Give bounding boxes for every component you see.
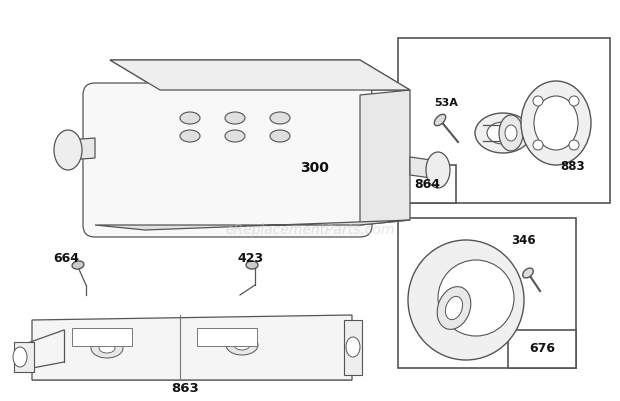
Ellipse shape [72,261,84,269]
Ellipse shape [54,130,82,170]
Polygon shape [68,138,95,160]
Ellipse shape [523,268,533,278]
Polygon shape [32,315,352,380]
Ellipse shape [13,347,27,367]
Polygon shape [360,90,410,225]
Text: 676: 676 [529,342,555,356]
Text: 300: 300 [301,161,329,175]
Polygon shape [95,220,410,230]
Ellipse shape [225,112,245,124]
Ellipse shape [226,335,258,355]
Bar [14,342,34,372]
Bar [508,330,576,368]
Ellipse shape [569,140,579,150]
Bar [72,328,132,346]
Ellipse shape [234,340,250,350]
Ellipse shape [521,81,591,165]
Ellipse shape [475,113,531,153]
Bar [197,328,257,346]
Ellipse shape [437,287,471,329]
Ellipse shape [99,343,115,353]
Ellipse shape [534,96,578,150]
Ellipse shape [270,130,290,142]
Ellipse shape [533,96,543,106]
Ellipse shape [533,140,543,150]
Ellipse shape [499,115,523,151]
FancyBboxPatch shape [83,83,372,237]
Ellipse shape [180,130,200,142]
Bar [398,218,576,368]
Text: 664: 664 [53,251,79,265]
Ellipse shape [487,122,519,144]
Ellipse shape [246,261,258,269]
Bar [398,165,456,203]
Ellipse shape [91,338,123,358]
Bar [398,38,610,203]
Text: 423: 423 [237,251,263,265]
Text: 53A: 53A [434,98,458,108]
Text: 883: 883 [560,160,585,172]
Ellipse shape [408,240,524,360]
Ellipse shape [426,152,450,188]
Text: 863: 863 [171,381,199,395]
Ellipse shape [434,114,446,126]
Polygon shape [410,157,438,179]
Text: eReplacementParts.com: eReplacementParts.com [225,223,395,237]
Ellipse shape [505,125,517,141]
Polygon shape [110,60,410,90]
Ellipse shape [346,337,360,357]
Ellipse shape [225,130,245,142]
Polygon shape [32,370,352,380]
Text: 346: 346 [511,233,535,247]
Ellipse shape [438,260,514,336]
Ellipse shape [180,112,200,124]
Bar [344,320,362,375]
Ellipse shape [270,112,290,124]
Ellipse shape [569,96,579,106]
Ellipse shape [445,296,463,320]
Polygon shape [110,60,410,90]
Text: 864: 864 [414,178,440,190]
